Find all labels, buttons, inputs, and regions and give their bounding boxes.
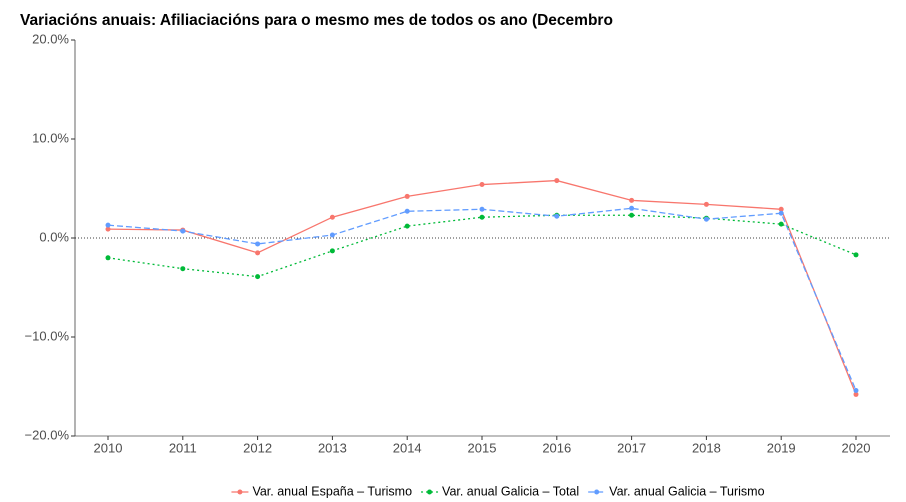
- data-point: [180, 266, 186, 272]
- data-point: [778, 206, 784, 212]
- data-point: [629, 212, 635, 218]
- data-point: [255, 241, 261, 247]
- x-tick-label: 2018: [692, 440, 721, 455]
- data-point: [554, 213, 560, 219]
- data-point: [329, 232, 335, 238]
- x-tick-label: 2015: [468, 440, 497, 455]
- data-point: [703, 201, 709, 207]
- x-tick-label: 2012: [243, 440, 272, 455]
- data-point: [404, 208, 410, 214]
- x-tick-label: 2020: [842, 440, 871, 455]
- legend-label: Var. anual Galicia – Total: [442, 484, 579, 498]
- data-point: [853, 391, 859, 397]
- data-point: [853, 252, 859, 258]
- data-point: [629, 205, 635, 211]
- data-point: [105, 255, 111, 261]
- data-point: [105, 226, 111, 232]
- data-point: [404, 193, 410, 199]
- data-point: [778, 210, 784, 216]
- chart-title: Variacións anuais: Afiliaciacións para o…: [20, 12, 613, 29]
- legend-label: Var. anual Galicia – Turismo: [609, 484, 764, 498]
- data-point: [329, 214, 335, 220]
- y-tick-label: −10.0%: [25, 328, 70, 343]
- data-point: [853, 387, 859, 393]
- y-tick-label: 20.0%: [32, 31, 69, 46]
- legend-marker: [237, 489, 243, 495]
- legend-marker: [427, 489, 433, 495]
- x-tick-label: 2016: [542, 440, 571, 455]
- data-point: [255, 274, 261, 280]
- legend: Var. anual España – Turismo Var. anual Ga…: [231, 484, 765, 498]
- series-line: [107, 214, 857, 278]
- legend-marker: [594, 489, 600, 495]
- data-point: [404, 223, 410, 229]
- data-point: [479, 214, 485, 220]
- data-point: [329, 248, 335, 254]
- data-point: [778, 221, 784, 227]
- data-point: [554, 178, 560, 184]
- y-tick-label: 0.0%: [39, 229, 69, 244]
- legend-label: Var. anual España – Turismo: [252, 484, 412, 498]
- data-point: [180, 228, 186, 234]
- series-line: [107, 207, 857, 391]
- data-point: [479, 182, 485, 188]
- data-point: [703, 216, 709, 222]
- data-point: [105, 222, 111, 228]
- x-tick-label: 2011: [169, 440, 197, 455]
- y-tick-label: −20.0%: [25, 427, 70, 442]
- data-point: [629, 197, 635, 203]
- x-tick-label: 2017: [617, 440, 646, 455]
- series-line: [107, 179, 857, 395]
- x-tick-label: 2013: [318, 440, 347, 455]
- x-tick-label: 2019: [767, 440, 796, 455]
- y-tick-label: 10.0%: [32, 130, 69, 145]
- data-point: [479, 206, 485, 212]
- x-tick-label: 2010: [94, 440, 123, 455]
- data-point: [255, 250, 261, 256]
- x-tick-label: 2014: [393, 440, 422, 455]
